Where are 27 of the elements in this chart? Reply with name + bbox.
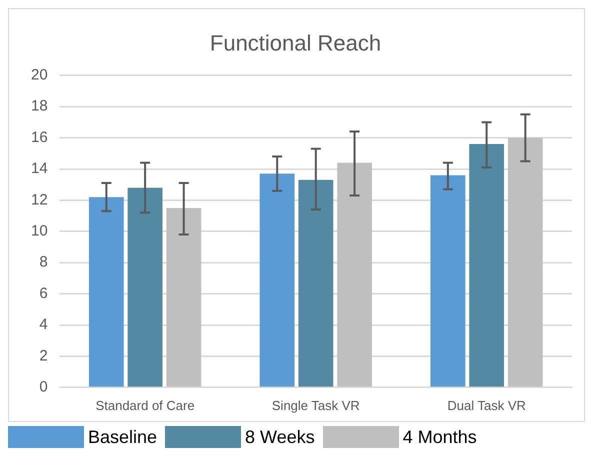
y-tick-label: 14	[30, 160, 48, 178]
bar	[469, 144, 504, 387]
y-tick-label: 12	[30, 191, 48, 208]
x-tick-label: Single Task VR	[272, 398, 360, 413]
bar	[337, 162, 372, 387]
bar	[430, 175, 466, 387]
y-tick-label: 0	[39, 378, 48, 396]
bar	[128, 188, 162, 387]
chart-title: Functional Reach	[210, 30, 382, 56]
x-tick-label: Standard of Care	[96, 398, 195, 413]
bar	[298, 180, 334, 387]
bar	[88, 197, 124, 387]
legend-label: 4 Months	[402, 426, 477, 448]
bar	[166, 208, 202, 387]
y-tick-label: 18	[30, 98, 48, 115]
y-tick-label: 6	[39, 284, 48, 302]
y-tick-label: 16	[30, 128, 48, 146]
x-tick-label: Dual Task VR	[447, 398, 526, 413]
legend-label: Baseline	[88, 426, 158, 448]
y-tick-label: 10	[30, 222, 48, 240]
y-tick-label: 20	[30, 66, 48, 84]
legend-label: 8 Weeks	[245, 426, 315, 448]
y-tick-label: 8	[39, 254, 48, 271]
y-tick-label: 4	[39, 316, 48, 334]
y-tick-label: 2	[39, 347, 48, 364]
bar	[508, 138, 543, 387]
bar	[260, 174, 295, 387]
